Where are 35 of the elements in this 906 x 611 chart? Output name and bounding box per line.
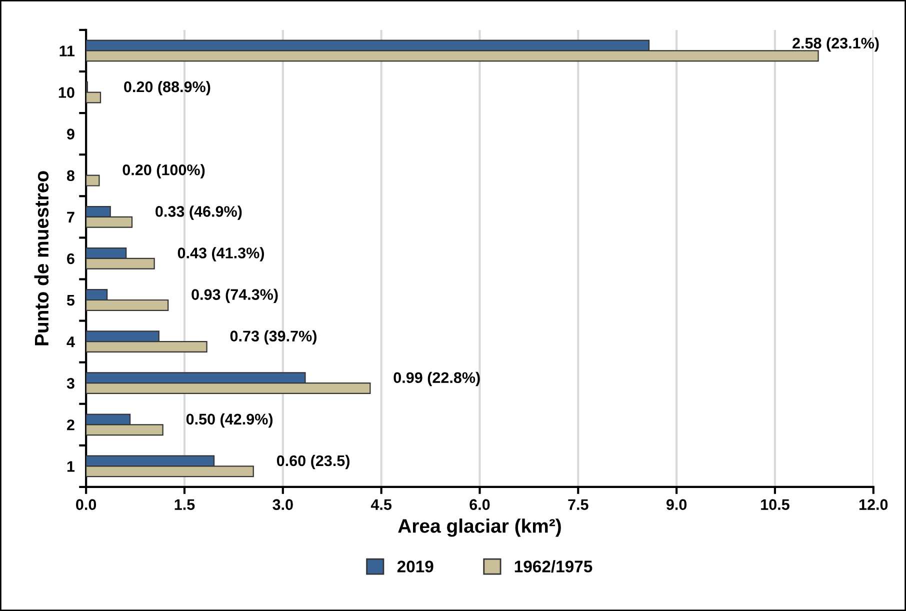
legend-label: 2019 <box>397 560 434 572</box>
y-tick-label: 1 <box>67 461 75 472</box>
y-tick-label: 3 <box>66 378 74 389</box>
x-tick-label: 0.0 <box>76 499 96 510</box>
bar <box>86 174 100 186</box>
y-tick-label: 5 <box>66 295 75 306</box>
y-tick-label: 6 <box>67 253 74 264</box>
y-tick-label: 7 <box>67 212 74 222</box>
x-tick-label: 7.5 <box>568 499 588 510</box>
x-tick-label: 1.5 <box>174 499 195 510</box>
x-tick-label: 12.0 <box>859 499 888 510</box>
y-tick-label: 9 <box>66 128 74 140</box>
annotation: 0.50 (42.9%) <box>186 413 273 428</box>
annotation: 0.20 (88.9%) <box>124 80 210 96</box>
annotation: 0.43 (41.3%) <box>178 247 264 262</box>
annotation: 0.33 (46.9%) <box>156 206 242 220</box>
annotation: 0.20 (100%) <box>122 164 205 178</box>
x-tick-label: 4.5 <box>370 499 392 510</box>
y-tick-label: 10 <box>58 87 74 98</box>
annotation: 0.60 (23.5) <box>276 454 350 470</box>
y-tick-label: 4 <box>66 336 75 348</box>
x-tick-label: 10.5 <box>761 499 790 510</box>
y-tick-label: 11 <box>60 46 75 56</box>
y-tick-label: 2 <box>66 420 74 430</box>
x-tick-label: 9.0 <box>666 499 687 510</box>
annotation: 2.58 (23.1%) <box>792 37 879 52</box>
y-axis-title: Punto de muestreo <box>34 171 49 346</box>
x-tick-label: 6.0 <box>470 499 490 510</box>
legend-label: 1962/1975 <box>514 560 592 573</box>
y-tick-label: 8 <box>66 170 74 182</box>
x-axis-title: Area glaciar (km²) <box>398 518 561 537</box>
annotation: 0.73 (39.7%) <box>230 330 316 345</box>
annotation: 0.99 (22.8%) <box>394 372 480 386</box>
x-tick-label: 3.0 <box>272 499 293 510</box>
annotation: 0.93 (74.3%) <box>192 288 278 303</box>
